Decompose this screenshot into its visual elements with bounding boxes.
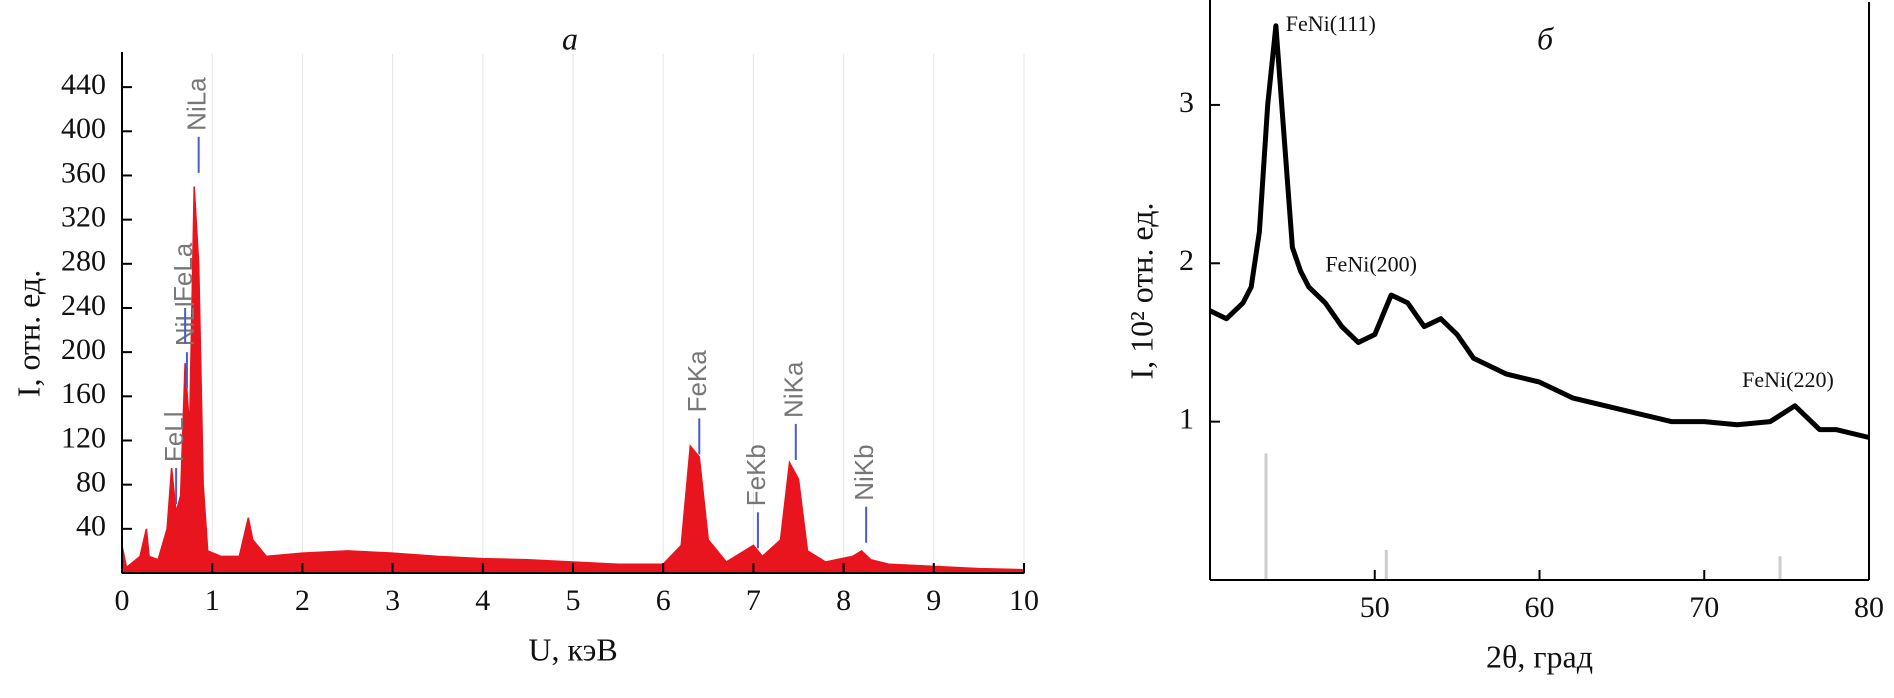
- y-tick-label: 360: [61, 156, 106, 189]
- x-tick-label: 4: [475, 584, 490, 617]
- peak-label: FeNi(220): [1742, 367, 1834, 392]
- panel-title: б: [1537, 20, 1554, 56]
- y-axis-label: I, 10² отн. ед.: [1123, 203, 1159, 380]
- peak-label: NiKb: [849, 444, 879, 500]
- y-tick-label: 3: [1179, 86, 1194, 119]
- peak-label: FeLa: [168, 242, 198, 302]
- x-axis-label: 2θ, град: [1486, 638, 1593, 674]
- y-tick-label: 2: [1179, 244, 1194, 277]
- x-tick-label: 0: [115, 584, 130, 617]
- peak-label: FeKa: [682, 350, 712, 413]
- y-axis-label: I, отн. ед.: [10, 270, 46, 397]
- y-tick-label: 240: [61, 289, 106, 322]
- y-tick-label: 120: [61, 421, 106, 454]
- x-tick-label: 9: [926, 584, 941, 617]
- y-tick-label: 320: [61, 201, 106, 234]
- x-tick-label: 80: [1854, 591, 1884, 624]
- x-tick-label: 2: [295, 584, 310, 617]
- x-tick-label: 8: [836, 584, 851, 617]
- x-tick-label: 7: [746, 584, 761, 617]
- y-tick-label: 40: [76, 510, 106, 543]
- y-tick-label: 160: [61, 377, 106, 410]
- x-tick-label: 6: [656, 584, 671, 617]
- x-tick-label: 50: [1360, 591, 1390, 624]
- y-tick-label: 80: [76, 466, 106, 499]
- x-tick-label: 3: [385, 584, 400, 617]
- xrd-line: [1208, 23, 1870, 440]
- x-tick-label: 70: [1689, 591, 1719, 624]
- x-tick-label: 60: [1525, 591, 1555, 624]
- x-tick-label: 1: [205, 584, 220, 617]
- x-tick-label: 5: [566, 584, 581, 617]
- y-tick-label: 440: [61, 68, 106, 101]
- peak-label: FeKb: [741, 444, 771, 506]
- x-tick-label: 10: [1009, 584, 1039, 617]
- y-tick-label: 280: [61, 245, 106, 278]
- peak-label: FeNi(111): [1286, 11, 1376, 36]
- peak-label: NiLa: [182, 77, 212, 131]
- spectrum-area: [121, 186, 1025, 574]
- peak-label: FeNi(200): [1325, 252, 1417, 277]
- x-axis-label: U, кэВ: [528, 631, 617, 667]
- y-tick-label: 400: [61, 112, 106, 145]
- y-tick-label: 200: [61, 333, 106, 366]
- y-tick-label: 1: [1179, 403, 1194, 436]
- peak-label: FeLl: [159, 412, 189, 463]
- peak-label: NiKa: [779, 361, 809, 418]
- panel-title: a: [562, 20, 578, 56]
